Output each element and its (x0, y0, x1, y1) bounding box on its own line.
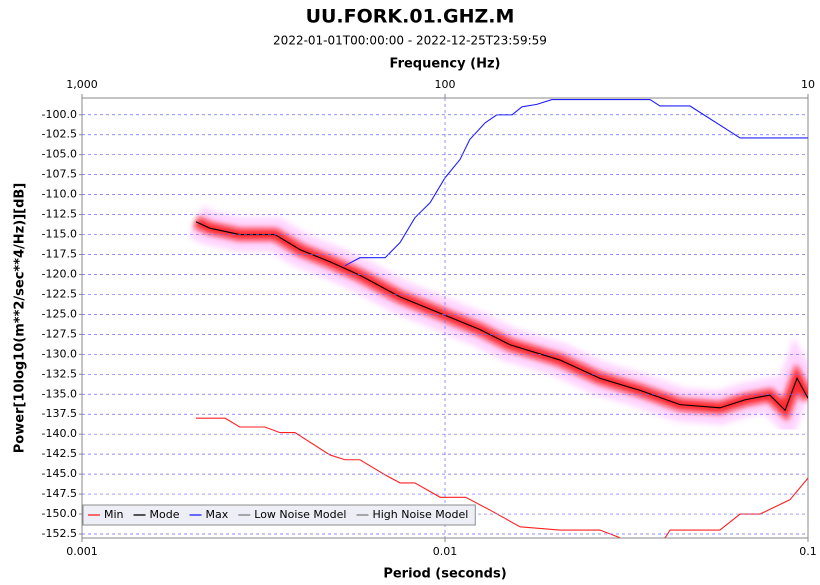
legend-label: Min (104, 508, 124, 521)
series-line (344, 99, 808, 267)
x-tick-label: 0.001 (66, 545, 98, 558)
y-tick-label: -120.0 (42, 267, 77, 280)
plot-lines (188, 99, 808, 538)
y-tick-label: -105.0 (42, 148, 77, 161)
series-line (195, 221, 808, 412)
chart-title: UU.FORK.01.GHZ.M (306, 6, 515, 28)
y-tick-label: -125.0 (42, 307, 77, 320)
series-line (195, 417, 808, 538)
y-tick-label: -152.5 (42, 527, 77, 540)
y-tick-label: -100.0 (42, 108, 77, 121)
x2-axis-label: Frequency (Hz) (390, 57, 501, 72)
y-tick-label: -132.5 (42, 367, 77, 380)
y-tick-label: -145.0 (42, 467, 77, 480)
x-tick-label: 0.01 (433, 545, 458, 558)
x2-tick-label: 1,000 (66, 78, 98, 91)
chart-subtitle: 2022-01-01T00:00:00 - 2022-12-25T23:59:5… (273, 34, 547, 48)
y-tick-label: -147.5 (42, 487, 77, 500)
y-tick-label: -135.0 (42, 387, 77, 400)
x-tick-label: 0.1 (799, 545, 817, 558)
y-tick-label: -142.5 (42, 447, 77, 460)
y-tick-label: -137.5 (42, 407, 77, 420)
x2-tick-label: 100 (435, 78, 456, 91)
y-tick-label: -150.0 (42, 507, 77, 520)
y-tick-label: -127.5 (42, 327, 77, 340)
y-tick-label: -117.5 (42, 248, 77, 261)
x2-tick-label: 10 (801, 78, 815, 91)
y-tick-label: -122.5 (42, 287, 77, 300)
y-tick-label: -107.5 (42, 168, 77, 181)
y-tick-label: -115.0 (42, 228, 77, 241)
y-axis-label: Power[10log10(m**2/sec**4/Hz)][dB] (13, 183, 28, 453)
y-tick-label: -110.0 (42, 188, 77, 201)
x-axis-label: Period (seconds) (383, 567, 506, 582)
y-tick-label: -102.5 (42, 128, 77, 141)
y-tick-label: -130.0 (42, 347, 77, 360)
y-tick-label: -112.5 (42, 208, 77, 221)
legend (82, 504, 476, 526)
legend-label: Max (206, 508, 229, 521)
legend-label: Mode (150, 508, 180, 521)
legend-label: Low Noise Model (254, 508, 346, 521)
legend-label: High Noise Model (372, 508, 468, 521)
y-tick-label: -140.0 (42, 427, 77, 440)
